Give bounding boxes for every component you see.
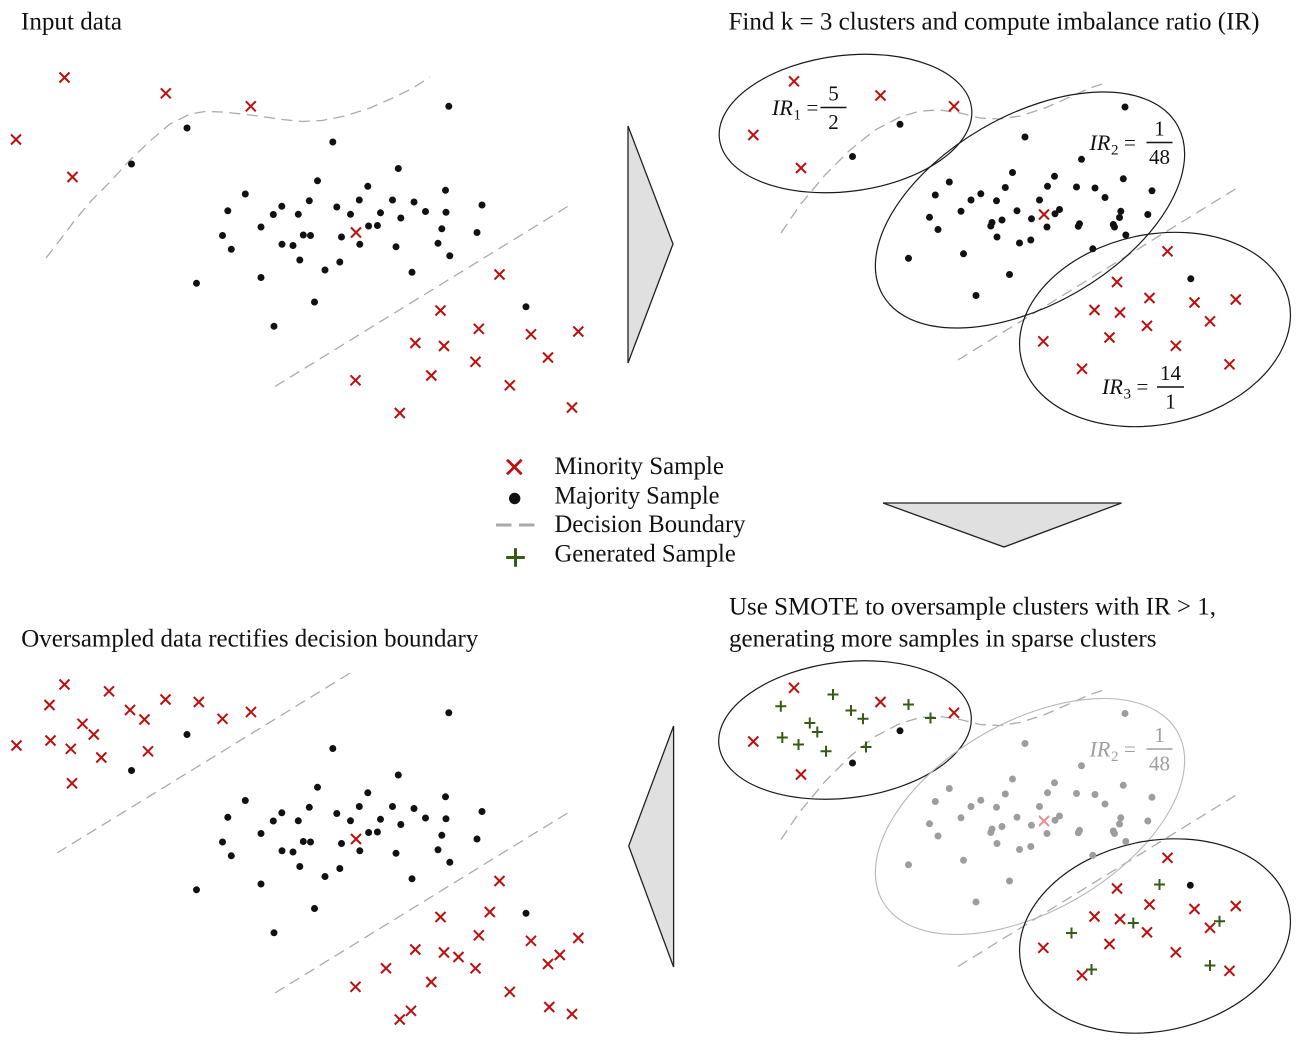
- svg-text:2: 2: [828, 110, 839, 134]
- svg-text:IR: IR: [1089, 130, 1111, 155]
- svg-text:1: 1: [1165, 390, 1176, 414]
- svg-text:3: 3: [1124, 387, 1132, 403]
- svg-text:generating more samples in spa: generating more samples in sparse cluste…: [729, 626, 1157, 653]
- svg-text:1: 1: [1154, 723, 1165, 747]
- svg-text:IR: IR: [771, 95, 793, 120]
- svg-text:=: =: [1124, 131, 1136, 155]
- svg-text:2: 2: [1111, 143, 1119, 159]
- svg-text:14: 14: [1160, 361, 1182, 385]
- svg-text:Oversampled data rectifies dec: Oversampled data rectifies decision boun…: [21, 625, 478, 652]
- svg-text:Use SMOTE to oversample cluste: Use SMOTE to oversample clusters with IR…: [729, 594, 1216, 621]
- svg-text:=: =: [1137, 375, 1149, 399]
- svg-text:1: 1: [794, 108, 802, 124]
- svg-text:Decision Boundary: Decision Boundary: [555, 511, 746, 538]
- svg-text:2: 2: [1111, 749, 1119, 765]
- svg-text:48: 48: [1149, 145, 1170, 169]
- svg-text:=: =: [807, 96, 819, 120]
- svg-text:1: 1: [1154, 117, 1165, 141]
- svg-text:Input data: Input data: [21, 9, 122, 36]
- svg-text:IR: IR: [1089, 737, 1111, 762]
- svg-text:=: =: [1124, 737, 1136, 761]
- svg-text:IR: IR: [1101, 374, 1123, 399]
- svg-text:48: 48: [1149, 752, 1170, 776]
- svg-text:Find k = 3 clusters and comput: Find k = 3 clusters and compute imbalanc…: [729, 9, 1260, 36]
- svg-text:5: 5: [828, 82, 839, 106]
- svg-text:Generated Sample: Generated Sample: [555, 541, 736, 568]
- svg-text:Minority Sample: Minority Sample: [555, 453, 724, 480]
- svg-text:Majority Sample: Majority Sample: [555, 483, 720, 510]
